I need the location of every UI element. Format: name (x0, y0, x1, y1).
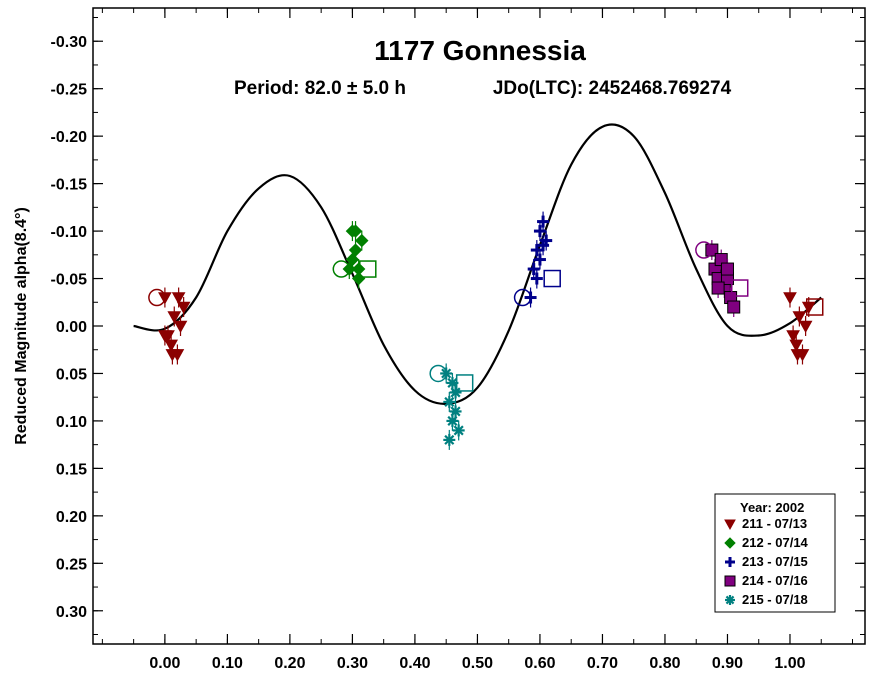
legend-marker-4 (725, 595, 735, 605)
point-1-7 (348, 224, 363, 238)
point-2-2 (530, 244, 543, 257)
point-0-13 (792, 311, 807, 324)
fit-curve (133, 123, 822, 405)
point-1-6 (351, 262, 366, 276)
period-text: Period: 82.0 ± 5.0 h (234, 78, 406, 99)
point-0-6 (176, 301, 191, 315)
legend-label-1: 212 - 07/14 (742, 535, 809, 550)
legend-title: Year: 2002 (740, 500, 804, 515)
session-start-1 (332, 260, 351, 278)
y-tick-label-8: 0.10 (56, 414, 87, 431)
point-2-6 (533, 253, 546, 266)
legend-label-3: 214 - 07/16 (742, 573, 808, 588)
point-0-17 (790, 349, 805, 362)
x-tick-label-4: 0.40 (399, 655, 430, 672)
point-0-7 (158, 330, 172, 343)
point-0-2 (164, 339, 178, 353)
point-2-8 (537, 239, 550, 252)
point-4-7 (449, 405, 462, 418)
point-3-7 (727, 300, 741, 314)
point-3-9 (720, 262, 734, 276)
point-4-6 (446, 376, 459, 389)
y-tick-label-6: 0.00 (56, 319, 87, 336)
point-2-7 (530, 272, 543, 285)
point-2-4 (537, 215, 550, 228)
legend-marker-3 (724, 575, 736, 587)
point-3-8 (711, 281, 725, 295)
fit-curve-line (133, 123, 822, 405)
legend-label-4: 215 - 07/18 (742, 592, 808, 607)
x-tick-label-1: 0.10 (212, 655, 243, 672)
legend-marker-2 (725, 557, 735, 567)
point-4-5 (443, 433, 456, 446)
session-end-2 (543, 269, 561, 288)
legend-marker-0 (724, 519, 736, 531)
legend: Year: 2002 211 - 07/13 212 - 07/14 213 - 0… (714, 493, 836, 613)
x-tick-label-7: 0.70 (587, 655, 618, 672)
point-2-3 (533, 225, 546, 238)
x-tick-label-6: 0.60 (524, 655, 555, 672)
y-axis-label: Reduced Magnitude alpha(8.4°) (13, 207, 30, 445)
point-0-8 (165, 349, 180, 362)
axis-ticks: 0.00 0.10 0.20 0.30 0.40 0.50 0.60 0.70 0.80 0.90… (51, 8, 865, 672)
legend-marker-1 (724, 537, 736, 549)
y-tick-label-5: -0.05 (51, 272, 88, 289)
point-4-3 (449, 386, 462, 399)
legend-box (714, 493, 836, 613)
y-tick-label-0: -0.30 (51, 34, 88, 51)
point-1-5 (345, 252, 360, 267)
y-tick-label-2: -0.20 (51, 129, 88, 146)
session-start-4 (429, 364, 447, 383)
y-tick-label-12: 0.30 (56, 604, 87, 621)
session-end-4 (455, 374, 474, 392)
session-start-3 (695, 241, 713, 259)
y-tick-label-11: 0.25 (56, 556, 87, 573)
x-tick-label-5: 0.50 (462, 655, 493, 672)
legend-label-2: 213 - 07/15 (742, 554, 808, 569)
x-tick-label-10: 1.00 (774, 655, 805, 672)
point-0-10 (783, 292, 797, 305)
x-tick-label-2: 0.20 (274, 655, 305, 672)
point-0-5 (173, 320, 188, 334)
x-tick-label-0: 0.00 (149, 655, 180, 672)
y-tick-label-1: -0.25 (51, 82, 88, 99)
chart-title: 1177 Gonnessia (374, 35, 586, 66)
point-4-4 (452, 424, 465, 437)
data-points (148, 211, 824, 450)
point-2-1 (527, 263, 540, 276)
x-tick-label-9: 0.90 (712, 655, 743, 672)
y-tick-label-3: -0.15 (51, 177, 88, 194)
y-tick-label-4: -0.10 (51, 224, 88, 241)
point-0-12 (789, 339, 804, 353)
point-4-1 (443, 395, 456, 408)
session-start-0 (148, 288, 166, 307)
point-0-15 (798, 320, 813, 334)
point-0-16 (801, 301, 816, 315)
point-1-4 (355, 233, 369, 248)
epoch-text: JDo(LTC): 2452468.769274 (493, 78, 732, 99)
session-start-2 (513, 288, 532, 307)
point-0-9 (171, 292, 186, 305)
point-0-3 (167, 311, 182, 324)
y-tick-label-9: 0.15 (56, 461, 87, 478)
y-tick-label-10: 0.20 (56, 509, 87, 526)
session-end-3 (730, 279, 749, 297)
session-end-1 (359, 260, 377, 278)
x-tick-label-3: 0.30 (337, 655, 368, 672)
x-tick-label-8: 0.80 (649, 655, 680, 672)
session-end-0 (805, 298, 824, 316)
y-tick-label-7: 0.05 (56, 366, 87, 383)
legend-label-0: 211 - 07/13 (742, 516, 807, 531)
